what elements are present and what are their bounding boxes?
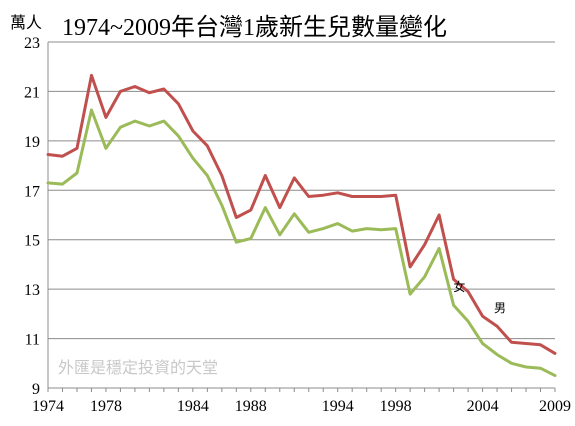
watermark-text: 外匯是穩定投資的天堂 [58,358,218,377]
y-tick-label: 19 [24,134,40,151]
x-tick-label: 1988 [235,398,267,415]
series-label-male: 男 [494,301,506,315]
y-tick-labels: 9 11 13 15 17 19 21 23 [24,35,40,398]
y-tick-label: 9 [32,381,40,398]
y-tick-label: 15 [24,233,40,250]
axes [47,42,556,392]
y-tick-label: 23 [24,35,40,52]
y-axis-unit-label: 萬人 [10,14,42,32]
y-tick-label: 17 [24,183,40,200]
x-tick-label: 2009 [539,398,571,415]
y-tick-label: 13 [24,282,40,299]
x-tick-label: 1998 [380,398,412,415]
x-tick-label: 1984 [177,398,209,415]
y-tick-label: 11 [25,332,40,349]
y-tick-label: 21 [24,84,40,101]
x-tick-label: 1978 [90,398,122,415]
chart-title: 1974~2009年台灣1歲新生兒數量變化 [62,14,447,41]
x-tick-label: 1994 [322,398,354,415]
series-line-female [46,108,557,378]
series-lines [46,73,557,378]
series-label-female: 女 [453,279,465,294]
gridlines [48,41,555,340]
x-tick-labels: 1974 1978 1984 1988 1994 1998 2004 2009 [32,398,571,415]
x-tick-label: 1974 [32,398,64,415]
series-line-male [46,73,557,355]
x-tick-label: 2004 [467,398,499,415]
series-labels: 男女 [453,279,506,315]
